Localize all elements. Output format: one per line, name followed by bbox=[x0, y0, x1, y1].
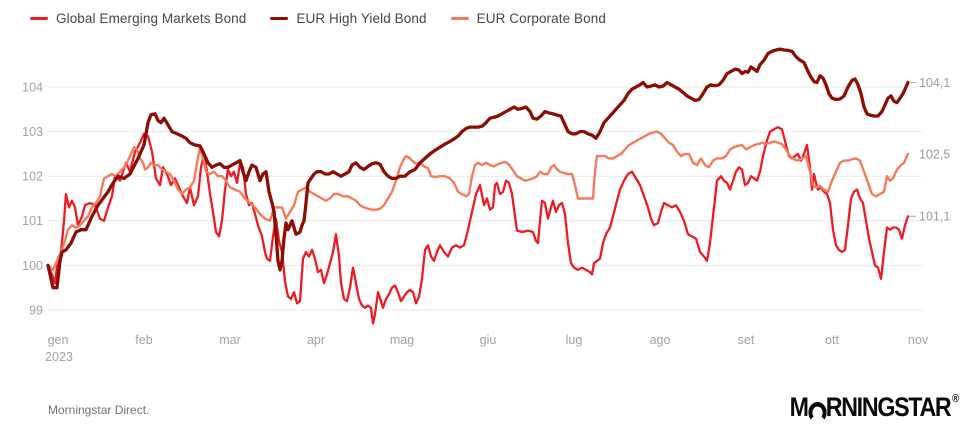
x-axis-tick-label: apr bbox=[307, 333, 325, 347]
legend-label: EUR High Yield Bond bbox=[296, 11, 427, 26]
x-axis-tick-label: gen bbox=[48, 333, 69, 347]
bond-performance-chart: 104 103 102 101 100 99 gen 2023 feb mar apr mag giu l… bbox=[22, 47, 950, 364]
x-axis-tick-label: lug bbox=[566, 333, 583, 347]
line-swatch-icon bbox=[270, 16, 289, 21]
chart-legend: Global Emerging Markets Bond EUR High Yi… bbox=[30, 11, 606, 26]
x-axis-tick-label: feb bbox=[135, 333, 152, 347]
registered-trademark-icon: ® bbox=[952, 393, 959, 405]
series-line bbox=[46, 130, 910, 272]
y-axis-tick-label: 101 bbox=[22, 214, 43, 228]
x-axis-tick-label: giu bbox=[480, 333, 497, 347]
line-swatch-icon bbox=[30, 17, 48, 20]
x-axis-tick-label: mag bbox=[390, 333, 414, 347]
series-end-value-label: 104,1 bbox=[919, 76, 950, 90]
series-end-value-label: 101,1 bbox=[919, 210, 950, 224]
y-axis-tick-label: 104 bbox=[22, 80, 43, 94]
legend-item-global-emerging-markets-bond: Global Emerging Markets Bond bbox=[30, 11, 246, 26]
morningstar-o-arc-icon bbox=[807, 402, 827, 420]
logo-letter-m: M bbox=[789, 392, 808, 422]
legend-item-eur-corporate-bond: EUR Corporate Bond bbox=[450, 11, 606, 26]
x-axis-year-label: 2023 bbox=[45, 350, 73, 364]
logo-letters-rest: RNINGSTAR bbox=[825, 392, 952, 422]
legend-label: EUR Corporate Bond bbox=[476, 11, 606, 26]
series-end-value-label: 102,5 bbox=[919, 147, 950, 161]
y-axis-tick-label: 100 bbox=[22, 259, 43, 273]
y-axis-tick-label: 103 bbox=[22, 125, 43, 139]
source-text: Morningstar Direct. bbox=[48, 403, 150, 417]
legend-item-eur-high-yield-bond: EUR High Yield Bond bbox=[270, 11, 427, 26]
x-axis-tick-label: mar bbox=[219, 333, 241, 347]
x-axis-tick-label: ago bbox=[650, 333, 671, 347]
x-axis-tick-label: nov bbox=[908, 333, 929, 347]
legend-label: Global Emerging Markets Bond bbox=[56, 11, 247, 26]
series-line bbox=[46, 47, 910, 290]
x-axis-tick-label: set bbox=[738, 333, 755, 347]
line-swatch-icon bbox=[450, 17, 469, 20]
series-line bbox=[46, 125, 910, 325]
y-axis-tick-label: 99 bbox=[29, 303, 43, 317]
y-axis-tick-label: 102 bbox=[22, 170, 43, 184]
morningstar-logo: M RNINGSTAR ® bbox=[789, 394, 959, 421]
x-axis-tick-label: ott bbox=[825, 333, 839, 347]
chart-canvas: 104 103 102 101 100 99 gen 2023 feb mar apr mag giu l… bbox=[22, 47, 950, 364]
